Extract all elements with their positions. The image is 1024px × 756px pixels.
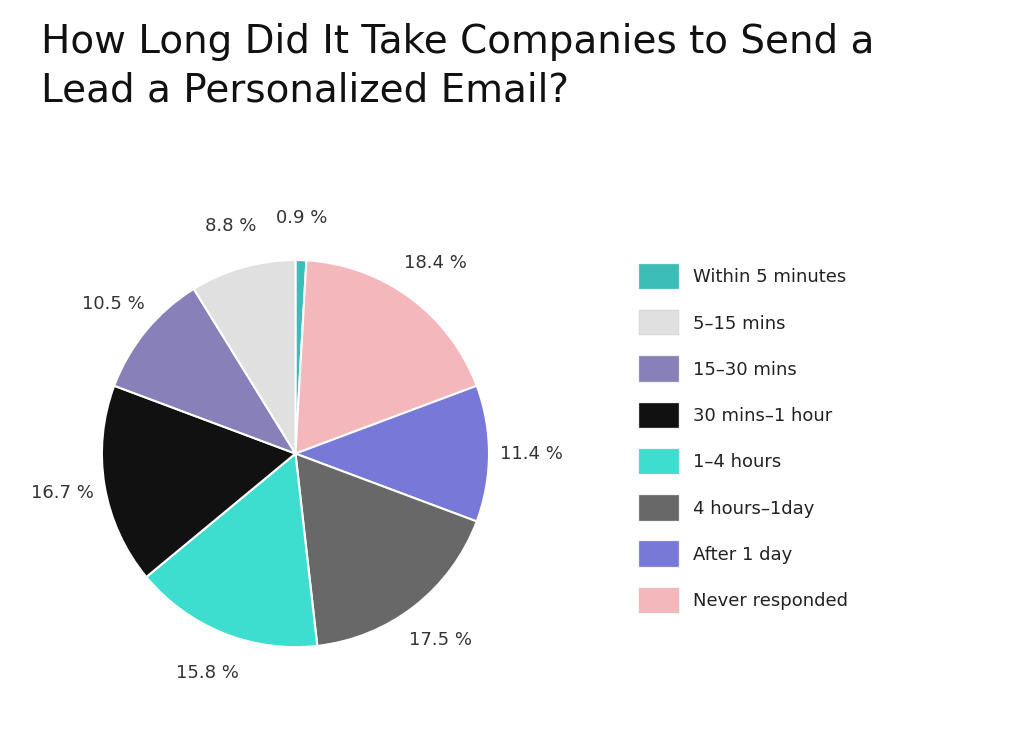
- Legend: Within 5 minutes, 5–15 mins, 15–30 mins, 30 mins–1 hour, 1–4 hours, 4 hours–1day: Within 5 minutes, 5–15 mins, 15–30 mins,…: [639, 264, 848, 613]
- Wedge shape: [296, 386, 489, 522]
- Text: 10.5 %: 10.5 %: [82, 295, 144, 313]
- Text: 11.4 %: 11.4 %: [500, 445, 563, 463]
- Wedge shape: [296, 260, 477, 454]
- Text: 16.7 %: 16.7 %: [31, 484, 94, 502]
- Wedge shape: [146, 454, 317, 647]
- Wedge shape: [115, 289, 296, 454]
- Wedge shape: [102, 386, 296, 577]
- Text: 18.4 %: 18.4 %: [404, 255, 467, 272]
- Wedge shape: [296, 454, 477, 646]
- Text: 8.8 %: 8.8 %: [206, 218, 257, 235]
- Text: 15.8 %: 15.8 %: [176, 664, 239, 682]
- Text: 0.9 %: 0.9 %: [276, 209, 328, 227]
- Text: 17.5 %: 17.5 %: [410, 631, 472, 649]
- Wedge shape: [194, 260, 296, 454]
- Wedge shape: [296, 260, 306, 454]
- Text: How Long Did It Take Companies to Send a
Lead a Personalized Email?: How Long Did It Take Companies to Send a…: [41, 23, 874, 109]
